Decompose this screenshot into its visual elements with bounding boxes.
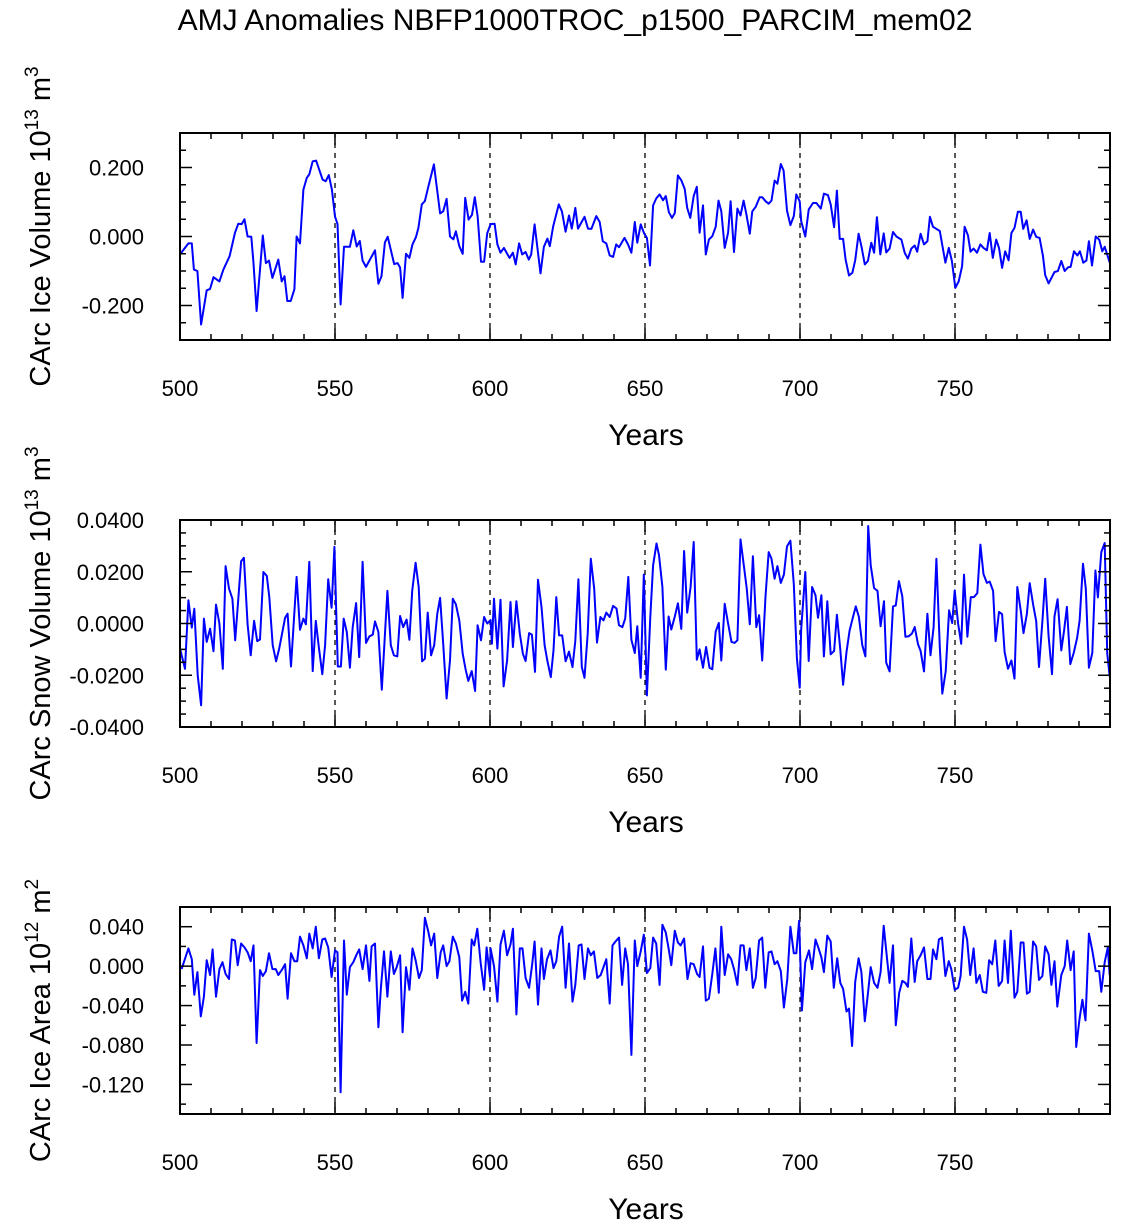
y-tick-label: -0.040: [82, 994, 144, 1019]
y-tick-label: 0.040: [89, 915, 144, 940]
y-axis-title-text: CArc Ice Volume 10: [25, 130, 57, 386]
y-tick-label: 0.000: [89, 225, 144, 250]
x-tick-label: 700: [782, 376, 819, 401]
y-axis-title-exp: 12: [22, 922, 43, 943]
y-axis-title-unit-exp: 2: [22, 879, 43, 890]
data-points: [179, 525, 1110, 706]
y-axis-title: CArc Snow Volume 1013 m3: [22, 446, 57, 800]
y-tick-label: -0.0400: [69, 715, 144, 740]
data-points: [181, 917, 1110, 1093]
y-axis-title-text: CArc Snow Volume 10: [25, 510, 57, 800]
x-axis-title: Years: [608, 806, 684, 839]
panel-3: 500 550 600 650 700 750 -0.120 -0.080 -0.040 0.00…: [22, 879, 1111, 1225]
y-tick-label: -0.080: [82, 1033, 144, 1058]
series-line: [179, 525, 1111, 707]
y-axis-title: CArc Ice Volume 1013 m3: [22, 66, 57, 386]
x-axis-title: Years: [608, 1193, 684, 1225]
x-axis-title: Years: [608, 419, 684, 452]
x-tick-label: 500: [162, 763, 199, 788]
y-tick-label: -0.120: [82, 1072, 144, 1097]
x-tick-label: 500: [162, 376, 199, 401]
y-tick-label: -0.0200: [69, 663, 144, 688]
y-axis-title-exp: 13: [22, 109, 43, 130]
figure-title: AMJ Anomalies NBFP1000TROC_p1500_PARCIM_…: [178, 4, 973, 37]
x-tick-label: 500: [162, 1150, 199, 1175]
panel-2: 500 550 600 650 700 750 -0.0400 -0.0200 0.0000 0.…: [22, 446, 1111, 839]
x-tick-label: 550: [317, 376, 354, 401]
y-axis-title-text: CArc Ice Area 10: [25, 943, 57, 1162]
x-tick-label: 700: [782, 763, 819, 788]
x-tick-label: 650: [627, 763, 664, 788]
y-axis-title-exp: 13: [22, 489, 43, 510]
series-line: [180, 916, 1111, 1094]
x-tick-label: 750: [937, 376, 974, 401]
x-tick-label: 750: [937, 763, 974, 788]
y-tick-label: -0.200: [82, 294, 144, 319]
x-tick-label: 700: [782, 1150, 819, 1175]
x-tick-label: 550: [317, 1150, 354, 1175]
y-axis-title-unit-exp: 3: [22, 446, 43, 457]
y-axis-title: CArc Ice Area 1012 m2: [22, 879, 57, 1162]
y-tick-label: 0.0200: [77, 560, 144, 585]
y-tick-label: 0.0400: [77, 508, 144, 533]
x-tick-label: 650: [627, 376, 664, 401]
y-axis-title-unit-exp: 3: [22, 66, 43, 77]
x-tick-label: 600: [472, 763, 509, 788]
x-tick-label: 750: [937, 1150, 974, 1175]
y-tick-label: 0.000: [89, 954, 144, 979]
y-tick-label: 0.200: [89, 156, 144, 181]
x-tick-label: 600: [472, 1150, 509, 1175]
x-tick-label: 600: [472, 376, 509, 401]
x-tick-label: 550: [317, 763, 354, 788]
x-tick-label: 650: [627, 1150, 664, 1175]
data-points: [179, 160, 1110, 325]
y-axis-title-unit: m: [25, 77, 57, 109]
y-axis-title-unit: m: [25, 457, 57, 489]
panel-1: 500 550 600 650 700 750 -0.200 0.000 0.200 Years C…: [22, 66, 1111, 452]
y-axis-title-unit: m: [25, 890, 57, 922]
y-tick-label: 0.0000: [77, 612, 144, 637]
